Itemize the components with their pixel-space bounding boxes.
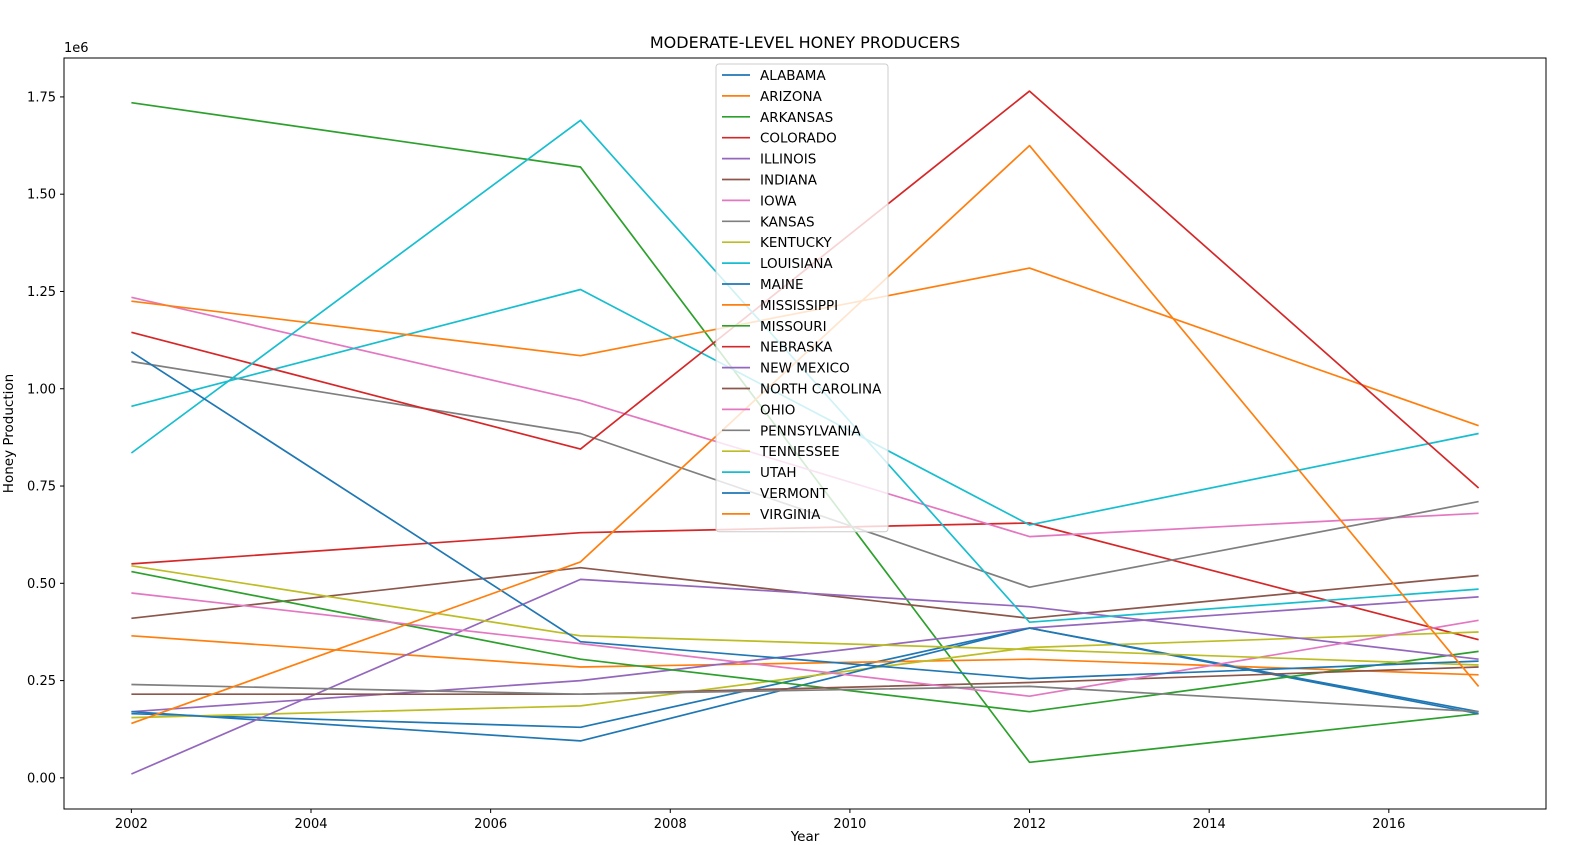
legend-label: MAINE [760, 277, 804, 293]
legend: ALABAMA ARIZONA ARKANSAS COLORADO ILLINOIS IN… [715, 63, 889, 533]
y-tick-label: 1.75 [27, 90, 56, 105]
legend-entry: MISSOURI [722, 319, 827, 335]
y-axis-label: Honey Production [1, 374, 17, 493]
series-line-ohio [131, 592, 1479, 698]
y-tick-label: 1.25 [27, 285, 56, 300]
y-tick-label: 1.50 [27, 188, 56, 203]
legend-label: NEW MEXICO [760, 361, 850, 377]
y-tick-label: 0.50 [27, 577, 56, 592]
legend-label: VERMONT [760, 486, 829, 502]
plot-frame [63, 57, 1547, 810]
x-axis-label: Year [790, 829, 820, 845]
legend-label: ILLINOIS [760, 152, 816, 168]
x-tick-label: 2004 [294, 817, 327, 832]
series-line-arizona [131, 634, 1479, 676]
legend-entry: PENNSYLVANIA [722, 423, 861, 439]
y-axis: 0.00 0.25 0.50 0.75 1.00 1.25 1.50 1.75 [27, 90, 64, 786]
legend-entry: ARKANSAS [722, 110, 833, 126]
legend-entry: VIRGINIA [722, 507, 821, 523]
legend-label: KENTUCKY [760, 235, 832, 251]
y-tick-label: 0.00 [27, 771, 56, 786]
legend-label: MISSOURI [760, 319, 827, 335]
legend-label: LOUISIANA [760, 256, 833, 272]
x-tick-label: 2002 [115, 817, 148, 832]
series-line-illinois [131, 596, 1479, 713]
series-line-vermont [130, 351, 1479, 680]
x-axis: 2002 2004 2006 2008 2010 2012 2014 2016 [115, 809, 1405, 832]
series-line-north-carolina [131, 666, 1479, 696]
legend-label: NEBRASKA [760, 340, 833, 356]
legend-label: PENNSYLVANIA [760, 423, 861, 439]
chart-title: MODERATE-LEVEL HONEY PRODUCERS [650, 33, 960, 52]
legend-entry: UTAH [722, 465, 796, 481]
legend-entry: KANSAS [722, 214, 815, 230]
legend-label: COLORADO [760, 131, 837, 147]
x-tick-label: 2010 [833, 817, 866, 832]
legend-frame [715, 63, 889, 533]
legend-entry: INDIANA [722, 173, 818, 189]
series-line-pennsylvania [131, 683, 1479, 713]
legend-label: IOWA [760, 193, 797, 209]
legend-label: UTAH [760, 465, 796, 481]
legend-entry: ILLINOIS [722, 152, 816, 168]
legend-entry: MAINE [722, 277, 804, 293]
legend-label: INDIANA [760, 173, 818, 189]
legend-label: ALABAMA [760, 68, 826, 84]
series-line-kentucky [131, 631, 1479, 719]
y-tick-label: 1.00 [27, 382, 56, 397]
legend-label: VIRGINIA [760, 507, 821, 523]
legend-entry: NORTH CAROLINA [722, 382, 882, 398]
legend-label: TENNESSEE [759, 444, 840, 460]
x-tick-label: 2012 [1013, 817, 1046, 832]
legend-label: OHIO [760, 402, 795, 418]
legend-entry: KENTUCKY [722, 235, 832, 251]
y-tick-label: 0.75 [27, 480, 56, 495]
legend-label: MISSISSIPPI [760, 298, 838, 314]
legend-label: NORTH CAROLINA [760, 382, 882, 398]
series-line-tennessee [131, 564, 1479, 666]
legend-label: KANSAS [760, 214, 815, 230]
legend-entry: COLORADO [722, 131, 837, 147]
y-tick-label: 0.25 [27, 674, 56, 689]
x-tick-label: 2016 [1372, 817, 1405, 832]
legend-entry: NEW MEXICO [722, 361, 850, 377]
legend-entry: ARIZONA [722, 89, 823, 105]
x-tick-label: 2014 [1193, 817, 1226, 832]
series-line-new-mexico [131, 578, 1479, 775]
x-tick-label: 2006 [474, 817, 507, 832]
legend-entry: MISSISSIPPI [722, 298, 838, 314]
legend-entry: ALABAMA [722, 68, 826, 84]
legend-label: ARKANSAS [760, 110, 833, 126]
x-tick-label: 2008 [654, 817, 687, 832]
y-axis-offset-label: 1e6 [64, 41, 89, 56]
series-line-maine [131, 627, 1479, 742]
legend-entry: IOWA [722, 193, 797, 209]
legend-entry: OHIO [722, 402, 795, 418]
legend-entry: NEBRASKA [722, 340, 833, 356]
legend-label: ARIZONA [760, 89, 823, 105]
legend-entry: TENNESSEE [722, 444, 840, 460]
series-line-missouri [131, 570, 1479, 713]
legend-entry: LOUISIANA [722, 256, 833, 272]
legend-entry: VERMONT [722, 486, 829, 502]
